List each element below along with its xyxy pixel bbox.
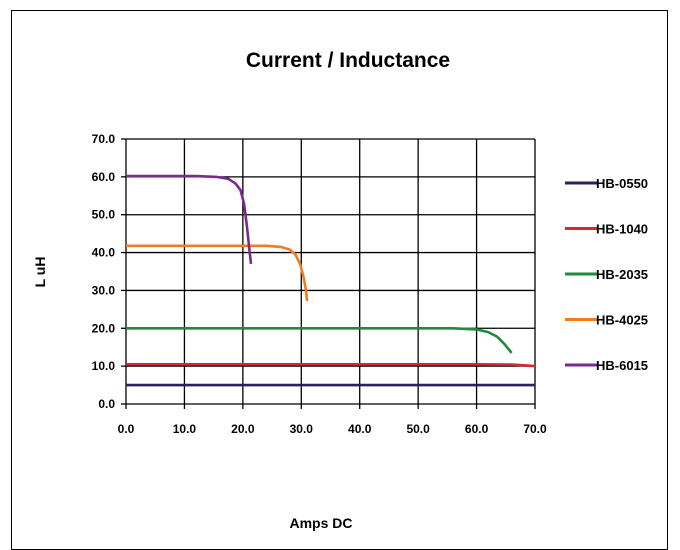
y-tick-label: 50.0 — [92, 208, 116, 222]
x-tick-label: 30.0 — [290, 422, 314, 436]
series-line-hb-4025 — [126, 244, 309, 302]
y-tick-label: 20.0 — [92, 321, 116, 335]
legend-label: HB-4025 — [596, 313, 648, 328]
series-line-hb-2035 — [126, 327, 513, 354]
series-line-hb-6015 — [126, 174, 253, 265]
series-line-hb-1040 — [126, 363, 536, 368]
x-tick-label: 50.0 — [406, 422, 430, 436]
legend-label: HB-2035 — [596, 267, 648, 282]
legend: HB-0550 HB-1040 HB-2035 HB-4025 HB-6015 — [565, 176, 648, 373]
y-tick-label: 70.0 — [92, 132, 116, 146]
x-tick-label: 60.0 — [465, 422, 489, 436]
y-tick-label: 0.0 — [98, 397, 115, 411]
legend-label: HB-6015 — [596, 358, 648, 373]
grid-lines — [121, 138, 536, 409]
chart-title: Current / Inductance — [246, 49, 450, 72]
y-tick-label: 10.0 — [92, 359, 116, 373]
y-tick-label: 30.0 — [92, 283, 116, 297]
x-tick-labels: 0.0 10.0 20.0 30.0 40.0 50.0 60.0 70.0 — [118, 422, 547, 436]
y-tick-labels: 0.0 10.0 20.0 30.0 40.0 50.0 60.0 70.0 — [92, 132, 116, 411]
x-tick-label: 0.0 — [118, 422, 135, 436]
x-tick-label: 70.0 — [523, 422, 547, 436]
x-tick-label: 40.0 — [348, 422, 372, 436]
x-axis-title: Amps DC — [289, 515, 352, 531]
y-tick-label: 60.0 — [92, 170, 116, 184]
y-tick-label: 40.0 — [92, 246, 116, 260]
legend-label: HB-1040 — [596, 222, 648, 237]
y-axis-title: L uH — [32, 257, 48, 288]
inductance-chart: 0.0 10.0 20.0 30.0 40.0 50.0 60.0 70.0 0.0 10.0 2… — [32, 49, 648, 531]
chart-frame — [11, 10, 668, 550]
x-tick-label: 10.0 — [173, 422, 197, 436]
legend-label: HB-0550 — [596, 176, 648, 191]
series-lines — [126, 174, 536, 387]
x-tick-label: 20.0 — [231, 422, 255, 436]
